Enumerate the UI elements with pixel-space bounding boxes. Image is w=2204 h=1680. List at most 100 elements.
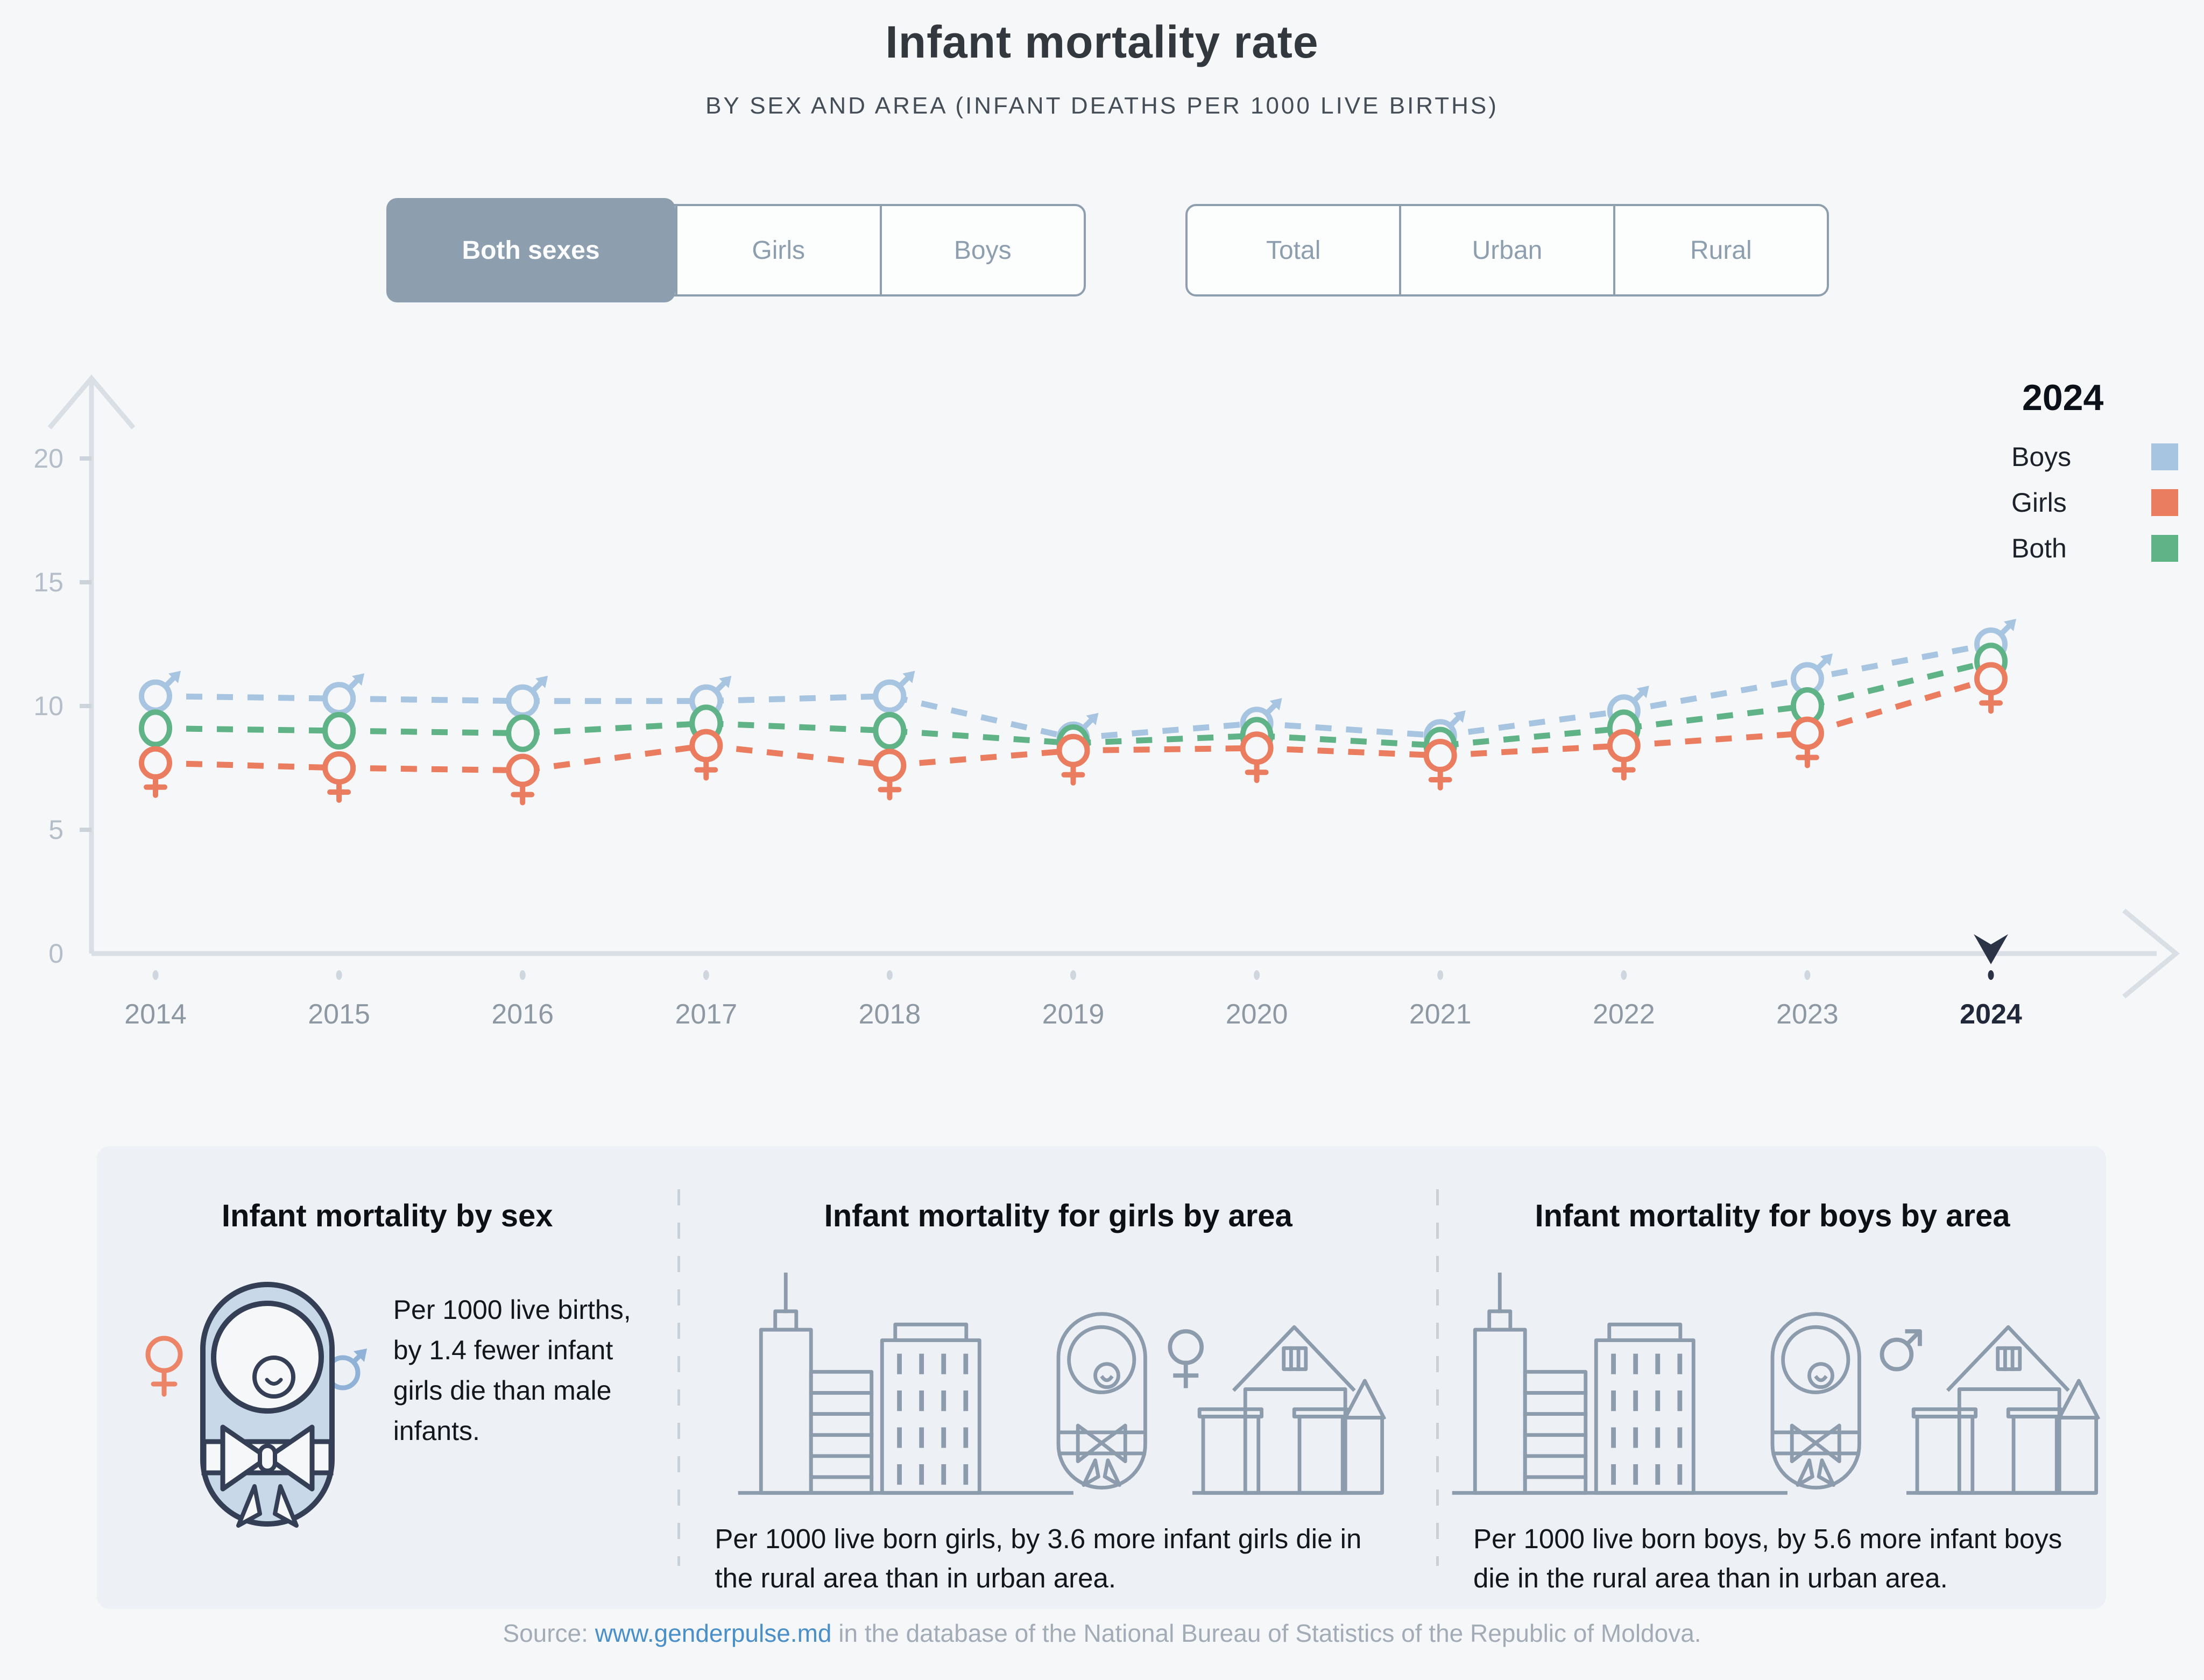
legend-item-both[interactable]: Both bbox=[2011, 533, 2178, 564]
male-icon bbox=[1880, 1329, 1922, 1372]
baby-by-sex-icon bbox=[145, 1282, 367, 1528]
area-filter-total[interactable]: Total bbox=[1266, 236, 1321, 265]
legend-item-boys[interactable]: Boys bbox=[2011, 441, 2178, 472]
card-divider bbox=[1436, 1189, 1439, 1566]
year-label-2016[interactable]: 2016 bbox=[491, 999, 554, 1030]
point-girls-2017[interactable] bbox=[689, 729, 723, 781]
point-boys-2023[interactable] bbox=[1790, 653, 1833, 696]
chart-legend: 2024 Boys Girls Both bbox=[2011, 377, 2178, 564]
year-label-2015[interactable]: 2015 bbox=[308, 999, 370, 1030]
year-dot-2020 bbox=[1254, 970, 1260, 980]
year-label-2021[interactable]: 2021 bbox=[1409, 999, 1472, 1030]
urban-rural-boys-icon bbox=[1452, 1272, 2101, 1495]
year-dot-2024 bbox=[1988, 970, 1994, 980]
city-buildings-icon bbox=[738, 1272, 1073, 1495]
swaddled-baby-icon bbox=[200, 1282, 335, 1528]
card-title: Infant mortality for girls by area bbox=[824, 1198, 1292, 1233]
point-both-2015[interactable] bbox=[322, 712, 356, 750]
card-girls-by-area: Infant mortality for girls by area bbox=[680, 1146, 1436, 1609]
sex-filter-both-sexes[interactable]: Both sexes bbox=[386, 198, 675, 302]
baby-outline-icon bbox=[1056, 1312, 1147, 1490]
y-tick-label: 0 bbox=[48, 938, 63, 969]
year-label-2024[interactable]: 2024 bbox=[1960, 999, 2022, 1030]
source-link[interactable]: www.genderpulse.md bbox=[595, 1619, 832, 1647]
point-both-2018[interactable] bbox=[873, 712, 907, 750]
sex-filter-group: Both sexes Girls Boys bbox=[386, 198, 1086, 302]
page-subtitle: BY SEX AND AREA (INFANT DEATHS PER 1000 … bbox=[705, 93, 1499, 119]
year-label-2020[interactable]: 2020 bbox=[1226, 999, 1288, 1030]
area-filter-rural[interactable]: Rural bbox=[1613, 206, 1827, 294]
card-title: Infant mortality for boys by area bbox=[1535, 1198, 2010, 1233]
area-filter-urban[interactable]: Urban bbox=[1399, 206, 1613, 294]
y-tick bbox=[80, 580, 91, 584]
legend-swatch bbox=[2151, 443, 2178, 470]
card-text: Per 1000 live births, by 1.4 fewer infan… bbox=[393, 1295, 631, 1446]
year-label-2014[interactable]: 2014 bbox=[124, 999, 187, 1030]
legend-selected-year: 2024 bbox=[2022, 377, 2104, 418]
year-dot-2016 bbox=[519, 970, 526, 980]
source-line: Source: www.genderpulse.md in the databa… bbox=[0, 1619, 2204, 1648]
card-boys-by-area: Infant mortality for boys by area bbox=[1439, 1146, 2106, 1609]
point-girls-2024[interactable] bbox=[1974, 662, 2008, 714]
point-boys-2015[interactable] bbox=[322, 673, 365, 716]
year-label-2017[interactable]: 2017 bbox=[675, 999, 737, 1030]
year-dot-2019 bbox=[1070, 970, 1076, 980]
year-label-2022[interactable]: 2022 bbox=[1593, 999, 1655, 1030]
point-girls-2020[interactable] bbox=[1240, 731, 1274, 783]
year-dot-2022 bbox=[1621, 970, 1627, 980]
axes bbox=[47, 375, 2180, 999]
point-both-2014[interactable] bbox=[139, 709, 172, 747]
legend-label: Both bbox=[2011, 533, 2067, 563]
card-text: Per 1000 live born girls, by 3.6 more in… bbox=[715, 1523, 1362, 1594]
point-girls-2019[interactable] bbox=[1056, 733, 1090, 786]
info-cards: Infant mortality by sex bbox=[97, 1146, 2106, 1609]
y-tick-label: 5 bbox=[48, 815, 63, 845]
year-label-2019[interactable]: 2019 bbox=[1042, 999, 1105, 1030]
y-tick bbox=[80, 704, 91, 708]
page-title: Infant mortality rate bbox=[885, 17, 1319, 67]
source-prefix: Source: bbox=[503, 1619, 595, 1647]
year-dot-2015 bbox=[336, 970, 342, 980]
year-dot-2023 bbox=[1804, 970, 1811, 980]
card-text: Per 1000 live born boys, by 5.6 more inf… bbox=[1473, 1523, 2062, 1594]
year-dot-2018 bbox=[886, 970, 893, 980]
baby-outline-icon bbox=[1770, 1312, 1861, 1490]
year-dot-2021 bbox=[1437, 970, 1444, 980]
sex-filter-boys[interactable]: Boys bbox=[879, 206, 1084, 294]
card-title: Infant mortality by sex bbox=[221, 1198, 553, 1233]
card-mortality-by-sex: Infant mortality by sex bbox=[97, 1146, 677, 1609]
city-buildings-icon bbox=[1452, 1272, 1788, 1495]
legend-items: Boys Girls Both bbox=[2011, 441, 2178, 564]
source-suffix: in the database of the National Bureau o… bbox=[831, 1619, 1701, 1647]
point-girls-2018[interactable] bbox=[873, 749, 907, 801]
point-both-2016[interactable] bbox=[506, 714, 540, 752]
point-girls-2023[interactable] bbox=[1790, 716, 1824, 768]
point-boys-2016[interactable] bbox=[506, 675, 548, 718]
point-girls-2021[interactable] bbox=[1423, 739, 1457, 790]
selected-year-cursor[interactable] bbox=[1974, 934, 2008, 964]
area-filter-group: Total Urban Rural bbox=[1185, 204, 1829, 297]
year-label-2018[interactable]: 2018 bbox=[859, 999, 921, 1030]
rural-houses-icon bbox=[1906, 1325, 2101, 1495]
point-girls-2022[interactable] bbox=[1607, 729, 1641, 781]
urban-rural-girls-icon bbox=[738, 1272, 1386, 1495]
legend-label: Girls bbox=[2011, 488, 2067, 518]
card-divider bbox=[677, 1189, 681, 1566]
y-tick-label: 10 bbox=[33, 691, 63, 721]
legend-item-girls[interactable]: Girls bbox=[2011, 487, 2178, 518]
female-icon bbox=[1168, 1329, 1204, 1388]
point-girls-2016[interactable] bbox=[506, 753, 540, 806]
year-dot-2014 bbox=[152, 970, 159, 980]
year-label-2023[interactable]: 2023 bbox=[1776, 999, 1839, 1030]
point-boys-2018[interactable] bbox=[873, 670, 915, 713]
y-tick bbox=[80, 456, 91, 461]
y-tick bbox=[80, 828, 91, 832]
legend-label: Boys bbox=[2011, 442, 2072, 472]
y-tick-label: 15 bbox=[33, 567, 63, 597]
point-boys-2014[interactable] bbox=[139, 670, 181, 713]
point-girls-2015[interactable] bbox=[322, 751, 356, 803]
y-tick-label: 20 bbox=[33, 443, 63, 474]
point-girls-2014[interactable] bbox=[139, 746, 172, 798]
sex-filter-girls[interactable]: Girls bbox=[675, 206, 880, 294]
